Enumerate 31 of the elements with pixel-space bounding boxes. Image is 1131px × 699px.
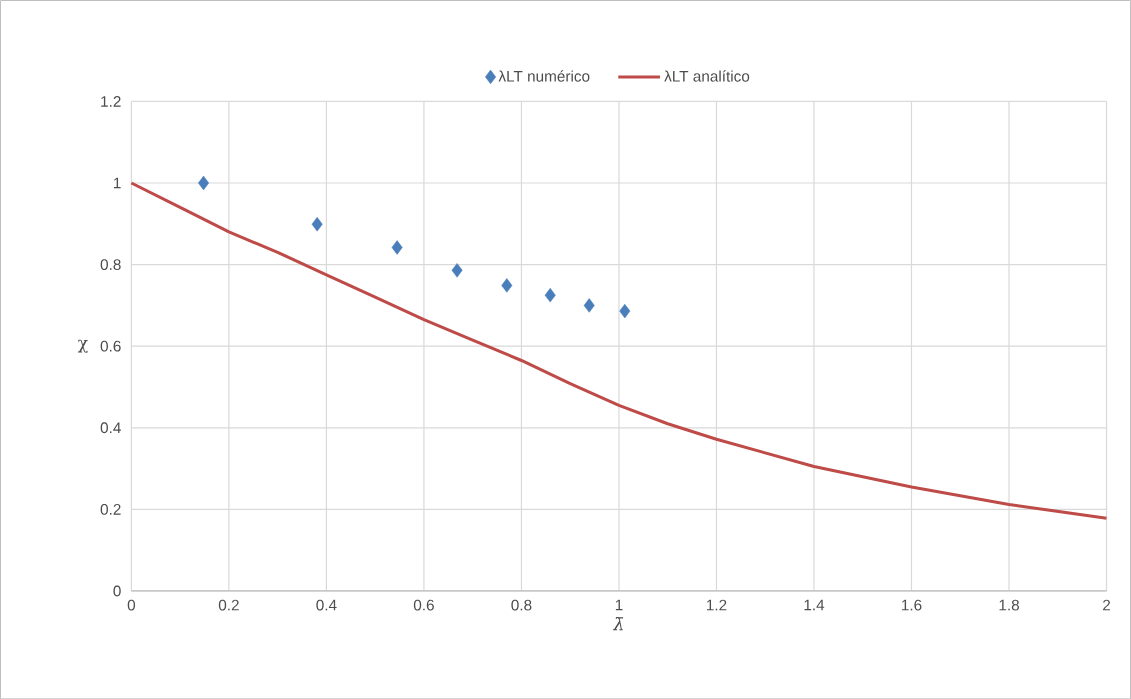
- x-tick-label: 0.2: [218, 599, 239, 611]
- legend-label: λLT analítico: [664, 70, 750, 82]
- y-tick-label: 1.2: [101, 95, 121, 107]
- x-tick-label: 1.6: [902, 599, 922, 611]
- legend-label: λLT numérico: [498, 70, 590, 82]
- point: [311, 216, 323, 232]
- y-tick-label: 0.6: [100, 340, 121, 352]
- point: [501, 278, 513, 293]
- y-tick-label: 0.8: [100, 258, 121, 270]
- point: [451, 262, 463, 278]
- x-tick-label: 1.4: [804, 599, 825, 611]
- x-tick-label: 2: [1103, 599, 1111, 611]
- x-axis-title: λ̄: [612, 616, 624, 631]
- point: [198, 175, 210, 191]
- x-tick-label: 0.6: [413, 599, 434, 611]
- x-tick-label: 1.8: [999, 599, 1019, 611]
- y-tick-label: 0.2: [100, 503, 121, 515]
- line-series: [129, 181, 1109, 520]
- y-tick-label: 1: [114, 177, 121, 189]
- y-tick-label: 0.4: [100, 422, 121, 434]
- point: [619, 303, 631, 319]
- x-tick-label: 0: [127, 599, 136, 611]
- y-tick-label: 0: [113, 585, 121, 597]
- point: [544, 287, 556, 303]
- point: [583, 298, 595, 313]
- x-tick-label: 1.2: [706, 599, 727, 611]
- x-tick-label: 0.4: [316, 599, 337, 611]
- x-tick-label: 1: [615, 599, 623, 611]
- y-axis-title: χ: [77, 339, 88, 353]
- x-tick-label: 0.8: [511, 599, 532, 611]
- point: [391, 240, 403, 255]
